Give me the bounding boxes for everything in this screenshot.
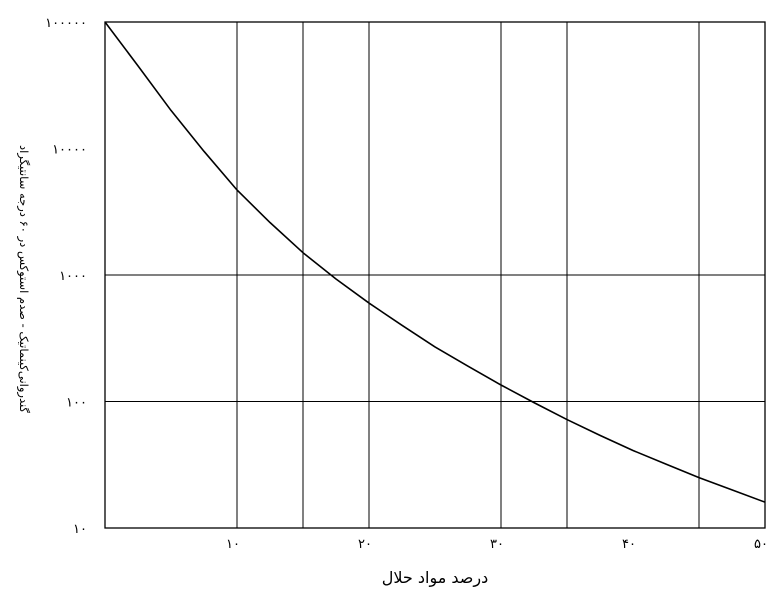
x-tick-label: ۵۰ <box>754 537 768 552</box>
series-line <box>104 21 766 503</box>
series-layer <box>104 21 766 503</box>
y-tick-label: ۱۰ <box>73 522 87 537</box>
x-axis-label: درصد مواد حلال <box>382 568 488 588</box>
y-tick-label: ۱۰۰ <box>66 396 87 411</box>
x-axis-ticks: ۱۰ ۲۰ ۳۰ ۴۰ ۵۰ <box>226 537 768 552</box>
x-tick-label: ۴۰ <box>622 537 636 552</box>
y-tick-label: ۱۰۰۰ <box>59 269 87 284</box>
y-tick-label: ۱۰۰۰۰۰ <box>45 16 87 31</box>
y-tick-label: ۱۰۰۰۰ <box>52 143 87 158</box>
x-tick-label: ۱۰ <box>226 537 240 552</box>
grid <box>105 22 765 528</box>
x-tick-label: ۳۰ <box>490 537 504 552</box>
plot-frame <box>104 21 766 529</box>
y-axis-label: گندروانی‌کینماتیک - صدم استوکس در ۶۰ درج… <box>16 145 31 413</box>
y-axis-ticks: ۱۰ ۱۰۰ ۱۰۰۰ ۱۰۰۰۰ ۱۰۰۰۰۰ <box>45 16 87 537</box>
x-tick-label: ۲۰ <box>358 537 372 552</box>
